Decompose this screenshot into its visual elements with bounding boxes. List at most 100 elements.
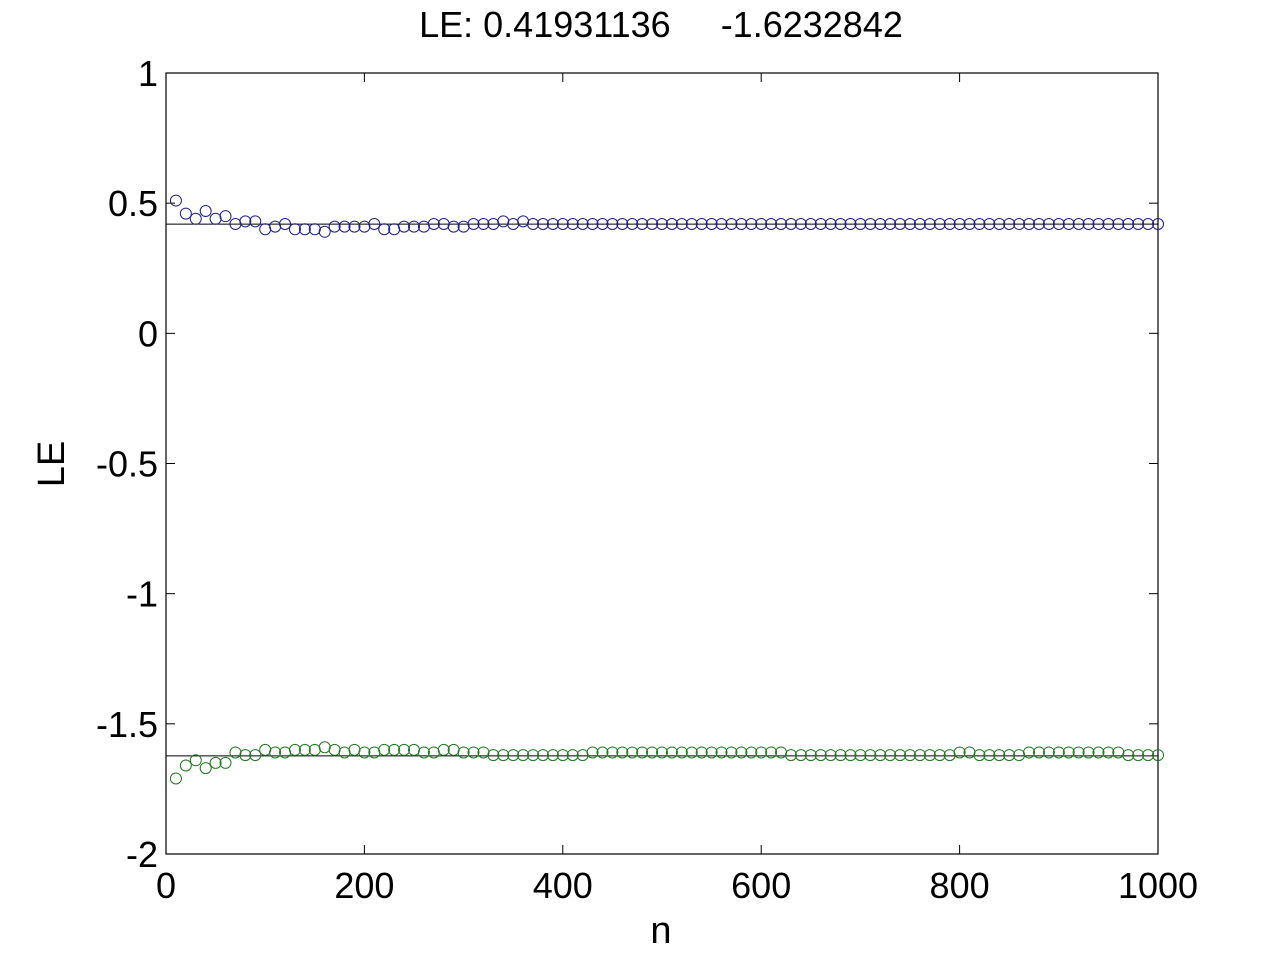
data-point <box>685 217 698 230</box>
chart-title: LE: 0.41931136 -1.6232842 <box>419 4 903 45</box>
data-point <box>735 746 748 759</box>
data-point <box>656 746 668 759</box>
data-point <box>616 746 629 759</box>
data-point <box>745 217 758 230</box>
data-point <box>487 749 500 762</box>
data-point <box>249 749 262 762</box>
data-point <box>239 215 252 228</box>
data-point <box>596 217 609 230</box>
y-tick-label: -1 <box>126 574 158 615</box>
x-axis-ticks: 0 200 400 600 800 1000 <box>156 73 1198 906</box>
data-point <box>725 217 738 230</box>
data-point <box>457 746 470 759</box>
data-point <box>933 217 946 230</box>
data-point <box>814 749 827 762</box>
data-point <box>378 223 391 236</box>
data-point <box>1132 217 1145 230</box>
data-point <box>904 749 916 762</box>
data-point <box>784 749 797 762</box>
data-point <box>1042 746 1055 759</box>
y-tick-label: -2 <box>126 834 158 875</box>
x-tick-label: 600 <box>731 865 791 906</box>
data-point <box>1122 217 1135 230</box>
data-point <box>775 217 788 230</box>
data-point <box>943 217 956 230</box>
data-point <box>685 746 698 759</box>
data-point <box>745 746 758 759</box>
data-point <box>814 217 827 230</box>
data-point <box>834 749 847 762</box>
data-point <box>348 220 361 233</box>
data-point <box>507 749 520 762</box>
data-point <box>715 746 728 759</box>
data-point <box>586 217 599 230</box>
data-point <box>517 749 530 762</box>
data-point <box>904 217 916 230</box>
data-point <box>993 749 1006 762</box>
data-point <box>1082 217 1095 230</box>
data-point <box>665 217 678 230</box>
data-point <box>1152 217 1164 230</box>
data-point <box>1003 217 1016 230</box>
data-point <box>169 194 182 207</box>
data-point <box>179 207 192 220</box>
data-point <box>328 220 341 233</box>
data-point <box>824 217 837 230</box>
data-point <box>358 746 371 759</box>
data-point <box>1003 749 1016 762</box>
data-point <box>1102 217 1115 230</box>
data-point <box>665 746 678 759</box>
data-point <box>1042 217 1055 230</box>
reference-lines <box>166 223 1158 757</box>
data-point <box>993 217 1006 230</box>
data-point <box>536 749 549 762</box>
data-point <box>1032 217 1045 230</box>
data-point <box>338 220 351 233</box>
data-point <box>1072 746 1085 759</box>
data-series <box>169 194 1164 785</box>
y-tick-label: 0.5 <box>108 183 158 224</box>
data-point <box>546 217 559 230</box>
data-point <box>675 217 688 230</box>
data-point <box>556 217 569 230</box>
data-point <box>189 754 202 767</box>
data-point <box>1122 749 1135 762</box>
data-point <box>189 212 202 225</box>
data-point <box>1062 746 1075 759</box>
y-tick-label: 1 <box>138 53 158 94</box>
data-point <box>636 746 649 759</box>
data-point <box>1072 217 1085 230</box>
data-point <box>705 217 718 230</box>
data-point <box>715 217 728 230</box>
data-point <box>834 217 847 230</box>
data-point <box>556 749 569 762</box>
data-point <box>695 746 708 759</box>
y-axis-label: LE <box>31 441 73 487</box>
x-tick-label: 1000 <box>1118 865 1198 906</box>
data-point <box>1052 746 1065 759</box>
data-point <box>864 217 877 230</box>
data-point <box>953 746 966 759</box>
data-point <box>626 746 639 759</box>
data-point <box>983 217 996 230</box>
data-point <box>388 743 401 756</box>
x-tick-label: 0 <box>156 865 176 906</box>
data-point <box>804 749 817 762</box>
data-point <box>1032 746 1045 759</box>
data-point <box>953 217 966 230</box>
data-point <box>288 223 301 236</box>
data-point <box>705 746 718 759</box>
data-point <box>854 217 867 230</box>
data-point <box>1142 749 1155 762</box>
data-point <box>497 749 510 762</box>
data-point <box>913 749 926 762</box>
data-point <box>467 746 480 759</box>
data-point <box>576 217 589 230</box>
data-point <box>675 746 688 759</box>
data-point <box>219 756 232 769</box>
data-point <box>318 225 331 238</box>
x-tick-label: 400 <box>533 865 593 906</box>
data-point <box>636 217 649 230</box>
data-point <box>239 749 252 762</box>
data-point <box>1152 749 1164 762</box>
